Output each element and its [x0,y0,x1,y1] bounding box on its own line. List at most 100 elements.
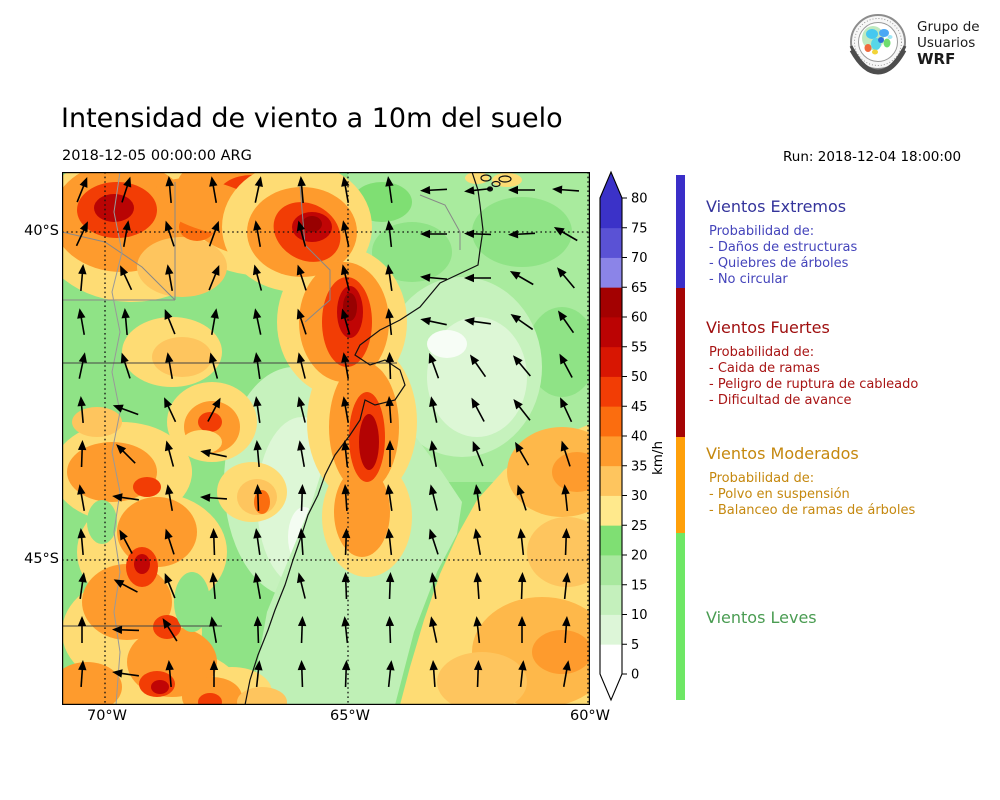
wind-arrow [165,660,174,688]
lat-lon-gridlines [62,172,590,705]
wind-arrow [508,230,536,239]
wind-arrow [165,264,174,291]
wind-arrow [253,352,262,379]
wind-arrow [297,484,307,512]
colorbar-tick-label: 70 [631,251,648,266]
wind-arrow [428,484,438,511]
wind-arrow [252,264,263,291]
wind-arrow [340,264,350,291]
wind-arrow [77,440,87,468]
colorbar: 0 5 10 15 20 25 30 35 40 45 50 55 60 65 70 75 80 km/h [599,170,666,702]
wind-arrow [561,528,571,556]
wind-intensity-map [37,148,617,737]
wind-arrow [297,440,306,467]
colorbar-tick-label: 10 [631,608,648,623]
wind-arrow [385,264,394,291]
colorbar-tick-label: 5 [631,638,639,653]
wind-arrow [429,616,438,643]
wind-arrow [200,449,227,458]
colorbar-tick-label: 75 [631,221,648,236]
colorbar-tick-label: 20 [631,549,648,564]
wind-arrow [77,528,86,556]
wind-arrow [420,317,447,326]
colorbar-unit-label: km/h [650,441,666,475]
legend-category-bar [676,175,685,288]
y-axis-label: 40°S [24,223,59,239]
wind-arrow [420,186,448,195]
legend-item: - Dificultad de avance [709,393,852,408]
logo-text: Grupo de Usuarios WRF [917,19,980,67]
wind-arrow [510,313,534,331]
wind-arrow [386,660,395,688]
wind-categories-legend: Vientos Extremos Probabilidad de: - Daños … [676,172,1000,712]
wind-arrow [296,572,306,599]
wind-arrow [473,484,482,511]
wind-arrow [561,484,570,512]
legend-item: - Quiebres de árboles [709,256,849,271]
colorbar-tick-label: 45 [631,400,648,415]
wind-arrow [209,660,219,687]
legend-probability-label: Probabilidad de: [709,345,815,360]
logo-text-line2: Usuarios [917,35,976,51]
wind-arrow [518,660,527,688]
wind-arrow [296,264,307,291]
wind-arrow [471,397,485,422]
wind-arrow [78,264,87,292]
wind-arrow [515,441,530,466]
wind-arrow [340,308,351,335]
wind-arrow [165,484,174,511]
colorbar-tick-label: 30 [631,489,648,504]
wind-arrow [385,484,394,511]
wind-arrow [122,220,131,247]
wind-map [37,148,617,737]
wind-arrow [253,308,262,335]
wind-arrow [296,396,306,423]
wind-arrow [473,616,482,644]
legend-section-body: Probabilidad de: - Daños de estructuras - … [709,224,857,288]
wind-arrow [208,220,220,247]
colorbar-tick-label: 15 [631,578,648,593]
wind-arrow [385,528,394,556]
wind-arrow [116,444,136,464]
wind-arrow [385,220,394,248]
wind-arrow [562,660,571,687]
wind-arrow [164,397,177,423]
wind-arrow [385,352,395,380]
legend-probability-label: Probabilidad de: [709,471,815,486]
wind-arrow [207,397,221,422]
wind-arrow [513,398,531,421]
wind-arrow [341,396,350,423]
legend-section-body: Probabilidad de: - Polvo en suspensión - B… [709,471,915,519]
wind-arrow [112,404,139,416]
wind-arrow [164,528,175,555]
wind-arrow [121,308,130,336]
wind-arrow [557,267,575,289]
wind-arrow [552,185,580,194]
wind-arrow [562,616,571,644]
wind-arrow [120,352,131,379]
legend-category-bar [676,437,685,533]
legend-category-bar [676,533,685,700]
wind-arrow [429,660,438,688]
legend-category-bar [676,288,685,437]
wind-arrow [297,660,307,688]
wind-arrow [200,493,228,502]
wind-arrow [517,572,527,600]
y-axis-label: 45°S [24,551,59,567]
wind-arrow [341,220,350,247]
logo-text-line1: Grupo de [917,19,980,35]
wind-arrow [297,616,307,644]
legend-section-heading: Vientos Leves [706,608,817,627]
wind-arrow [473,528,482,555]
wind-arrow [112,493,139,502]
wind-arrow [113,579,138,593]
wind-arrow [429,572,438,599]
wind-arrow [119,529,133,554]
wind-arrow [517,616,527,643]
legend-section-heading: Vientos Fuertes [706,318,830,337]
wind-arrow [557,310,575,334]
wind-arrow [209,572,218,600]
legend-section-heading: Vientos Extremos [706,197,847,216]
wind-arrow [165,352,174,379]
wind-arrow [473,572,482,600]
